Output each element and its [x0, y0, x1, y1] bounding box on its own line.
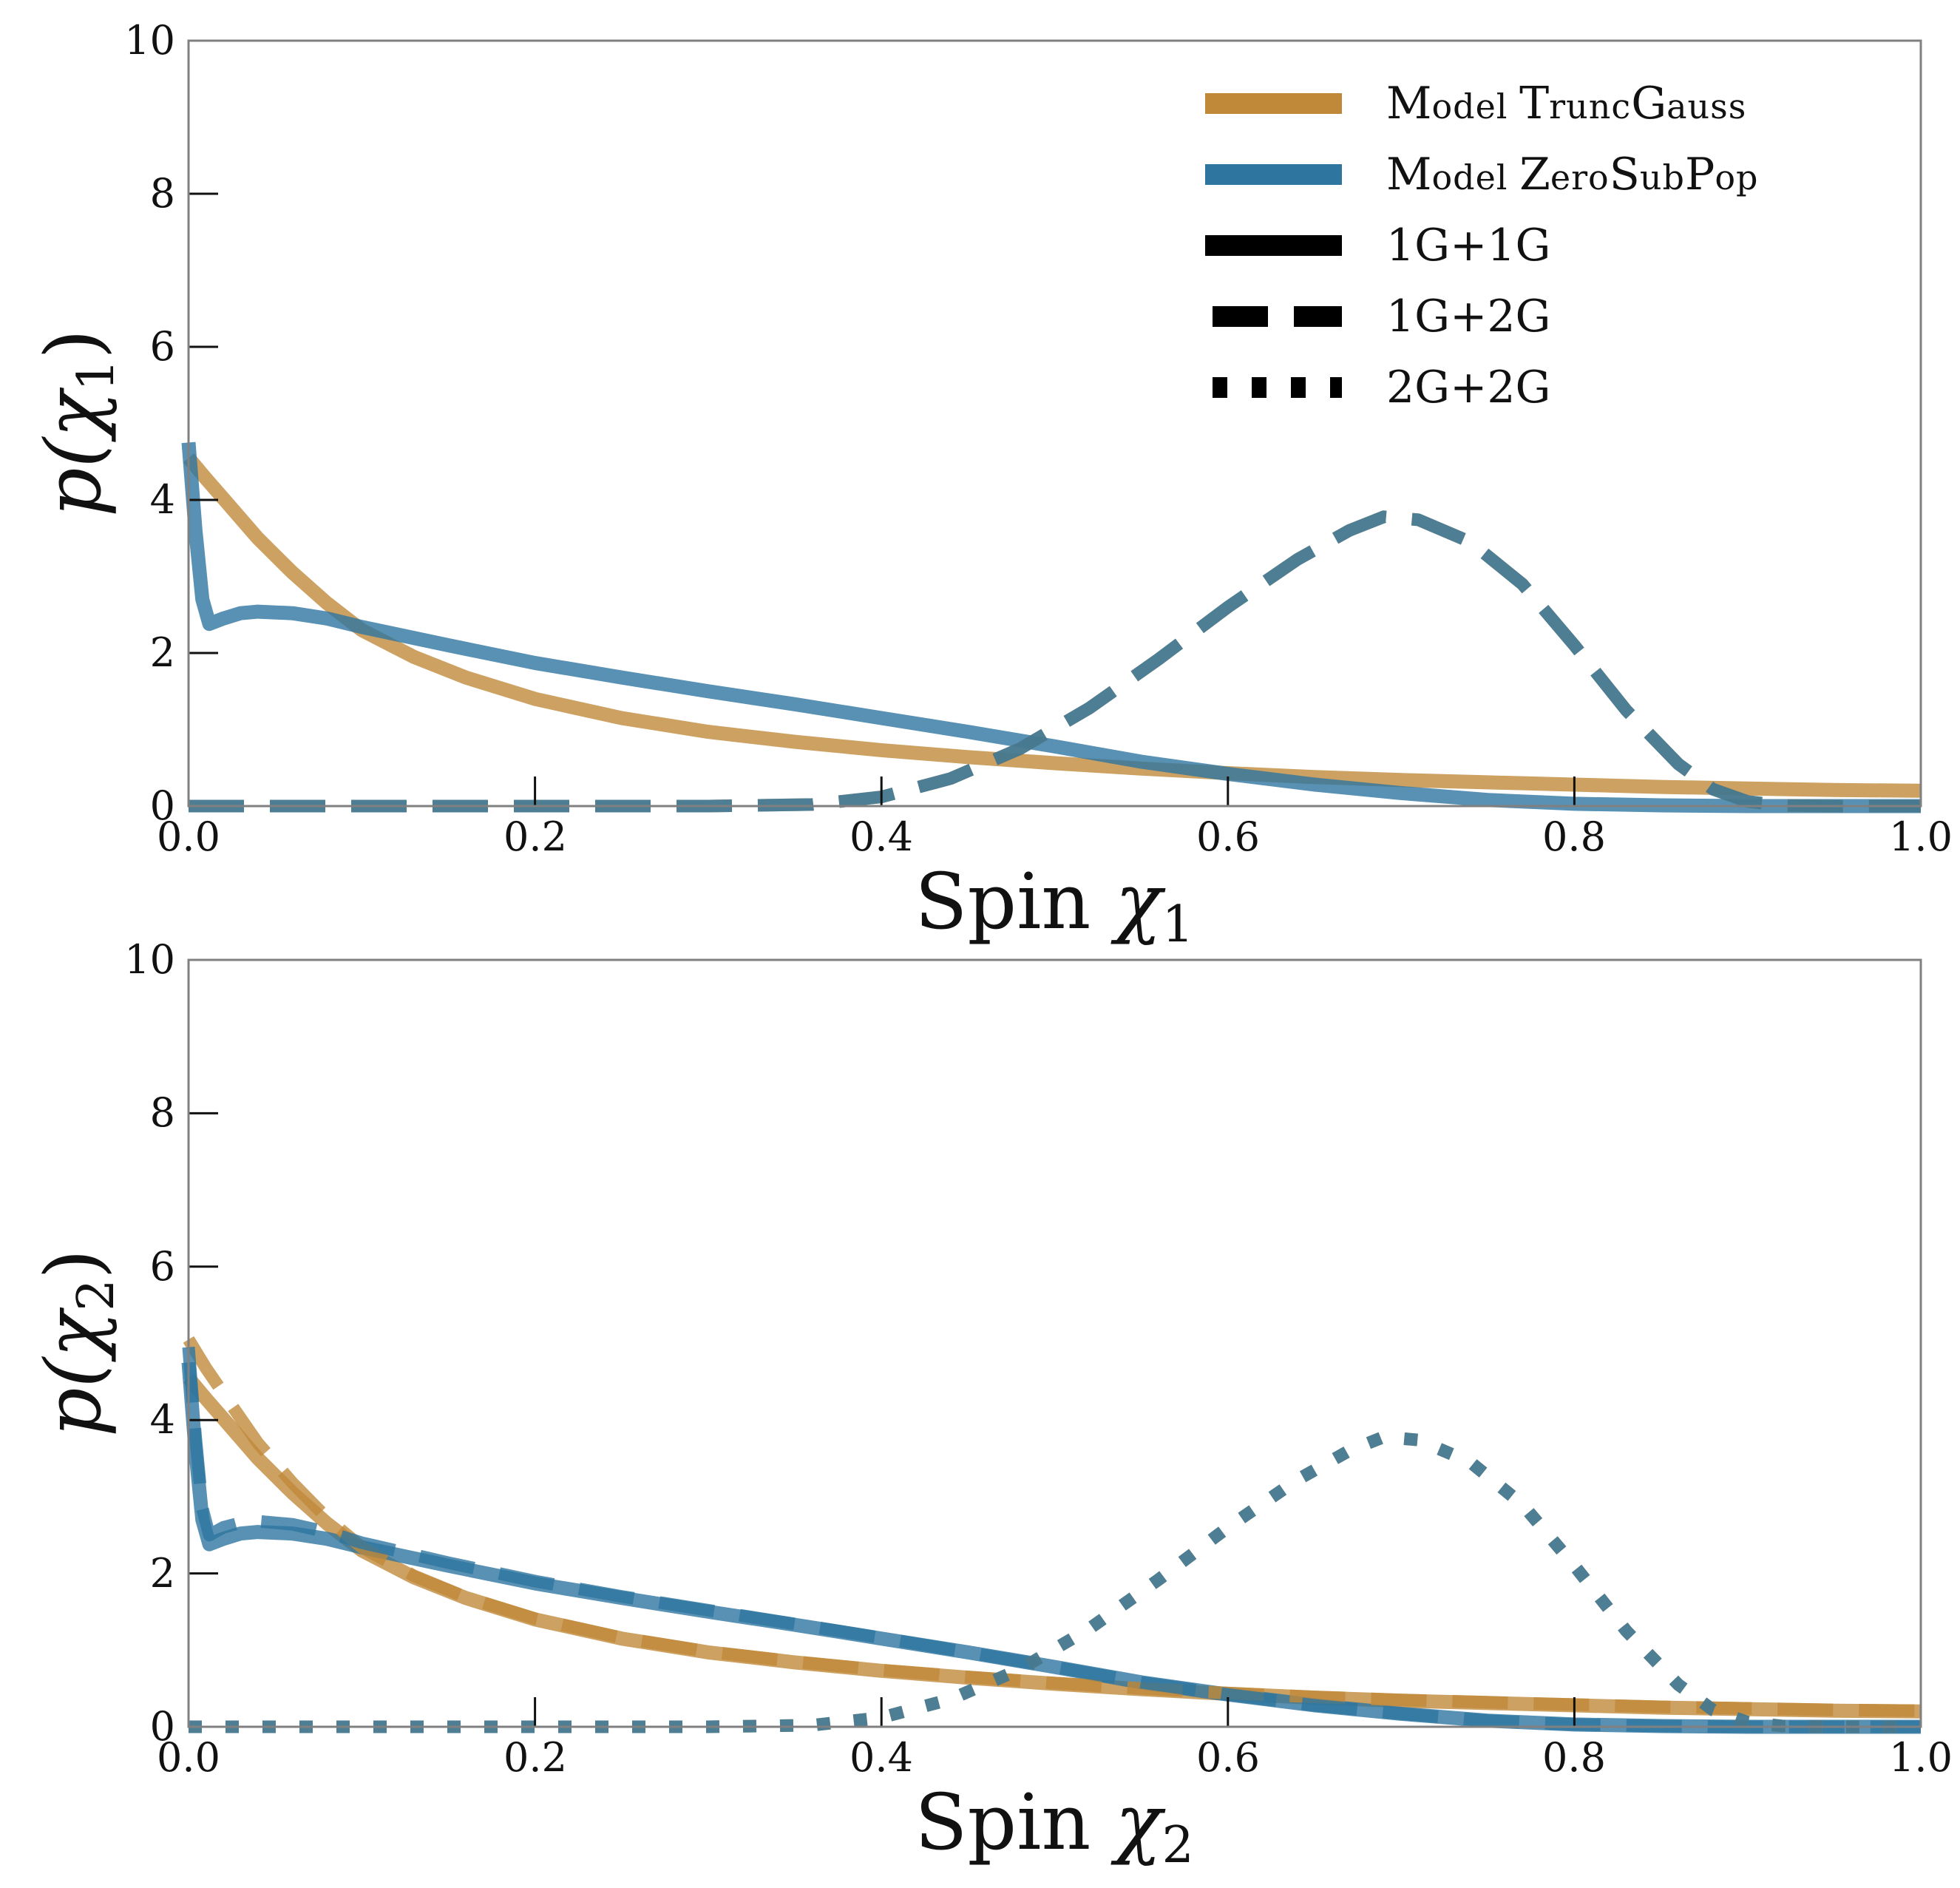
legend-label-1g2g: 1G+2G [1386, 291, 1550, 342]
chi1-xlabel: Spin χ1 [915, 856, 1193, 954]
panel-chi2: 0 2 4 6 8 10 0.0 0.2 0.4 0.6 0.8 1.0 Spi… [28, 936, 1953, 1875]
chi1-xtick-label: 0.6 [1196, 813, 1260, 860]
chi2-series-zero-solid [181, 1361, 1921, 1734]
chi1-xtick-label: 0.2 [503, 813, 567, 860]
chi1-plot-frame [187, 39, 1922, 808]
chi2-ylabel: p(χ2) [28, 1249, 126, 1437]
legend-label-2g2g: 2G+2G [1386, 362, 1550, 413]
chi2-series-trunc-dashed [183, 1336, 1922, 1717]
chi2-xtick-label: 1.0 [1889, 1734, 1953, 1781]
chi1-xtick-label: 0.8 [1542, 813, 1606, 860]
chi1-xtick-label: 1.0 [1889, 813, 1953, 860]
chi2-ytick-label: 0 [150, 1703, 175, 1750]
chi1-ytick-label: 2 [150, 629, 175, 676]
panel-chi1: 0 2 4 6 8 10 0.0 0.2 0.4 0.6 0.8 1.0 Spi… [28, 17, 1953, 954]
legend-label-model-trunc: Model TruncGauss [1386, 78, 1746, 129]
chi2-xtick-label: 0.2 [503, 1734, 567, 1781]
chi2-curves [181, 1336, 1922, 1734]
chi2-xtick-label: 0.6 [1196, 1734, 1260, 1781]
chi1-ylabel: p(χ1) [28, 329, 126, 517]
chi2-ytick-label: 10 [124, 936, 175, 983]
chi2-plot-frame [187, 958, 1922, 1728]
chi2-ytick-label: 8 [150, 1089, 175, 1136]
chi1-ytick-label: 10 [124, 17, 175, 64]
chi2-series-zero-dashed [182, 1347, 1921, 1733]
chi2-xtick-label: 0.8 [1542, 1734, 1606, 1781]
chi1-ytick-label: 0 [150, 782, 175, 829]
chi2-ytick-label: 6 [150, 1243, 175, 1290]
chi1-xtick-label: 0.4 [850, 813, 913, 860]
chi2-ytick-label: 4 [150, 1396, 175, 1443]
chi1-series-zero-dashed [189, 510, 1921, 813]
chi1-series-zero-solid [181, 441, 1921, 813]
chi1-ytick-label: 4 [150, 476, 175, 523]
chi2-xlabel: Spin χ2 [915, 1777, 1193, 1875]
chi2-ytick-label: 2 [150, 1550, 175, 1597]
legend-label-1g1g: 1G+1G [1386, 220, 1550, 271]
chi1-ytick-label: 6 [150, 323, 175, 370]
chi2-xtick-label: 0.4 [850, 1734, 913, 1781]
chi2-ticks [187, 958, 1922, 1728]
chi1-series-trunc-solid [183, 453, 1922, 798]
legend: Model TruncGauss Model ZeroSubPop 1G+1G … [1205, 78, 1758, 413]
chi1-curves [181, 441, 1922, 813]
chi2-xtick-label: 0.0 [157, 1734, 220, 1781]
chi2-series-zero-dotted [189, 1430, 1921, 1733]
chi1-xtick-label: 0.0 [157, 813, 220, 860]
chi1-ticks [187, 39, 1922, 808]
legend-label-model-zero: Model ZeroSubPop [1386, 149, 1758, 200]
chi1-ytick-label: 8 [150, 170, 175, 217]
